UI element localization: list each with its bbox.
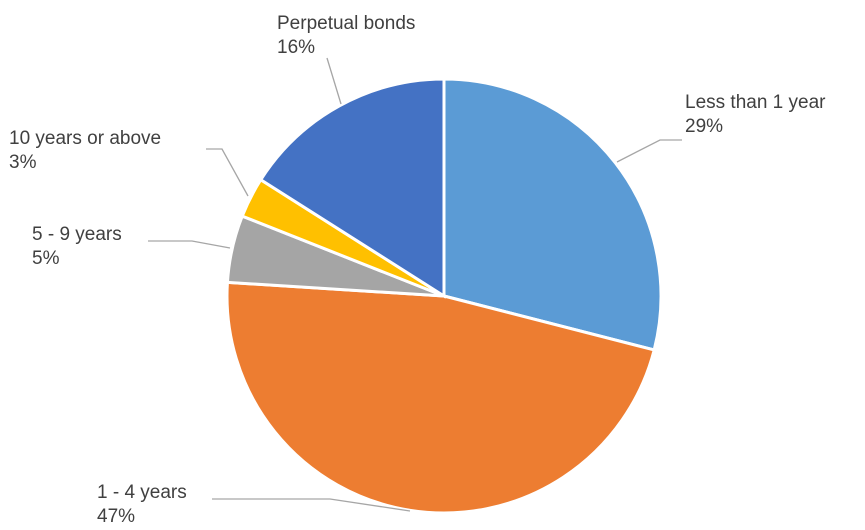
slice-label: 5 - 9 years 5% [32,224,122,269]
leader-lines [148,57,682,512]
slice-label: Perpetual bonds 16% [277,13,415,58]
slice-percent-label: 5% [32,248,60,269]
slice-percent-label: 29% [685,116,723,137]
slice-category-label: 5 - 9 years [32,224,122,245]
leader-line [212,498,411,512]
slice-category-label: Less than 1 year [685,92,826,113]
leader-line [148,240,231,249]
pie-slices [225,77,663,515]
slice-percent-label: 3% [9,152,37,173]
slice-labels: Less than 1 year 29% 1 - 4 years 47% 5 - 9 y… [9,13,826,527]
slice-percent-label: 16% [277,37,315,58]
slice-percent-label: 47% [97,506,135,527]
leader-line [206,148,249,197]
slice-label: 10 years or above 3% [9,128,161,173]
leader-line [616,139,682,163]
slice-category-label: Perpetual bonds [277,13,415,34]
pie-slice-perpetual-bonds [258,77,446,299]
slice-label: Less than 1 year 29% [685,92,826,137]
pie-slice-1-4-years [225,280,657,515]
slice-category-label: 10 years or above [9,128,161,149]
pie-slice-less-than-1-year [442,77,663,352]
slice-category-label: 1 - 4 years [97,482,187,503]
slice-label: 1 - 4 years 47% [97,482,187,527]
leader-line [326,57,342,105]
